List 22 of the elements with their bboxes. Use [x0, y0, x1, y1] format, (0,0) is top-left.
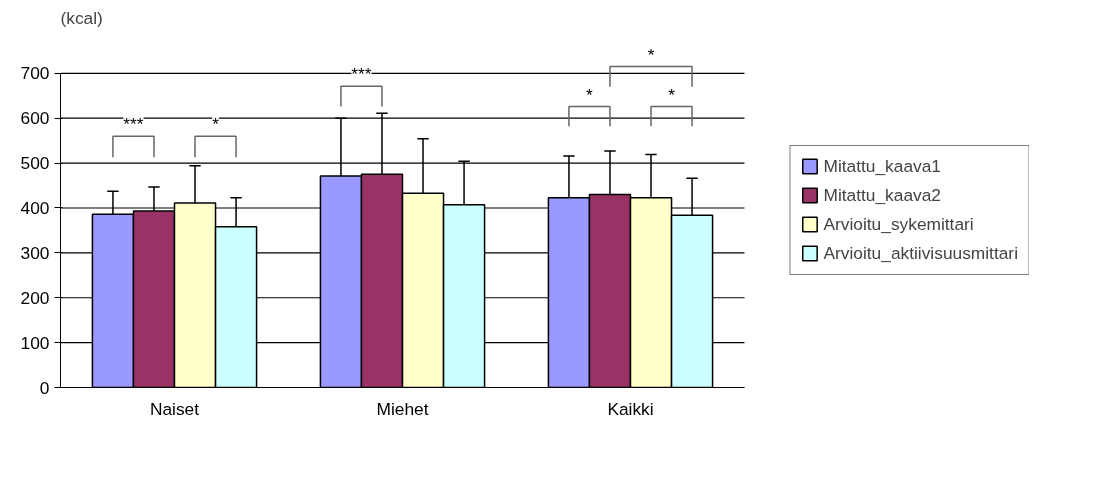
x-tick-label: Miehet [376, 398, 429, 419]
legend-label: Arvioitu_sykemittari [823, 213, 974, 235]
annotation: *** [351, 64, 372, 85]
y-tick-label: 300 [20, 242, 50, 263]
legend-label: Mitattu_kaava2 [823, 184, 941, 206]
y-tick-label: 700 [20, 63, 50, 84]
x-tick-label: Naiset [149, 398, 200, 419]
y-axis-title: (kcal) [60, 7, 103, 28]
annotation: * [212, 114, 220, 135]
x-tick-label: Kaikki [607, 398, 654, 419]
y-tick-label: 0 [39, 377, 50, 398]
y-tick-label: 400 [20, 197, 50, 218]
legend-label: Arvioitu_aktiivisuusmittari [823, 242, 1018, 264]
annotation: * [668, 84, 676, 105]
y-tick-label: 100 [20, 332, 50, 353]
text: * [647, 44, 655, 65]
y-tick-label: 600 [20, 108, 50, 129]
y-tick-label: 200 [20, 287, 50, 308]
legend-label: Mitattu_kaava1 [823, 155, 941, 177]
annotation: *** [123, 114, 144, 135]
annotation: * [586, 84, 594, 105]
y-tick-label: 500 [20, 153, 50, 174]
